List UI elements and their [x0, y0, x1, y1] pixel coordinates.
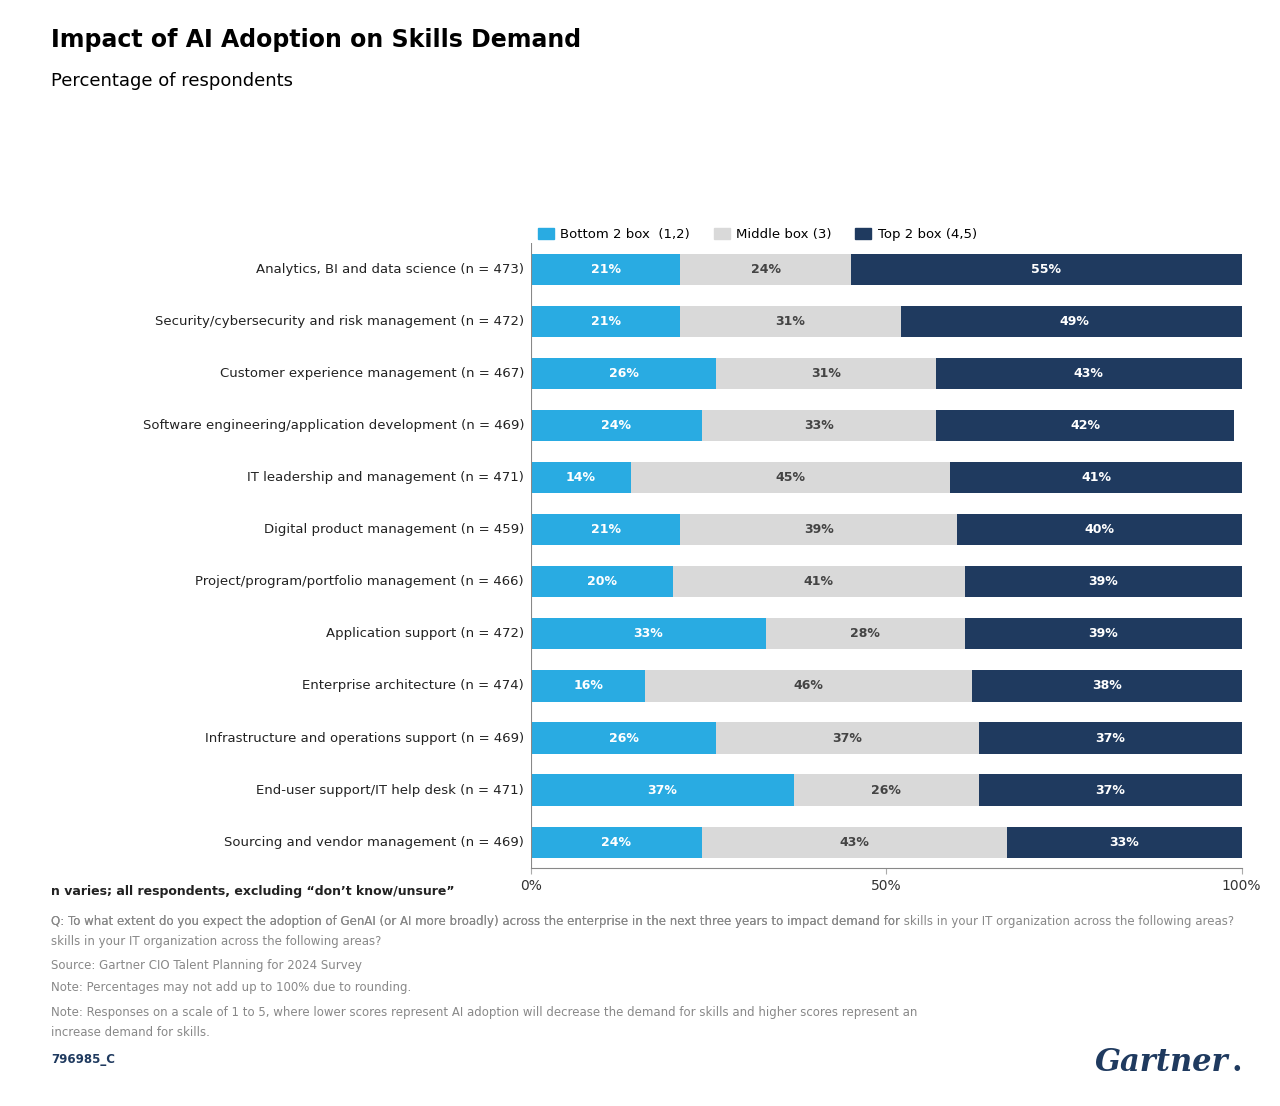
Bar	[531, 462, 631, 493]
Text: 37%: 37%	[1096, 731, 1125, 744]
Text: 28%: 28%	[850, 627, 881, 640]
Bar	[531, 774, 794, 805]
Bar	[965, 618, 1242, 649]
Bar	[531, 358, 716, 389]
Text: 33%: 33%	[1110, 836, 1139, 848]
Text: Impact of AI Adoption on Skills Demand: Impact of AI Adoption on Skills Demand	[51, 28, 581, 52]
Text: 26%: 26%	[872, 783, 901, 796]
Text: Sourcing and vendor management (n = 469): Sourcing and vendor management (n = 469)	[224, 836, 524, 848]
Bar	[531, 670, 645, 701]
Bar	[979, 722, 1242, 753]
Bar	[531, 826, 701, 858]
Text: 24%: 24%	[750, 263, 781, 275]
Bar	[794, 774, 979, 805]
Text: 21%: 21%	[591, 263, 621, 275]
Text: 38%: 38%	[1092, 679, 1121, 692]
Text: 39%: 39%	[1088, 575, 1117, 588]
Text: Gartner: Gartner	[1096, 1047, 1229, 1078]
Text: 24%: 24%	[602, 419, 631, 432]
Bar	[765, 618, 965, 649]
Bar	[531, 253, 681, 285]
Text: 41%: 41%	[1082, 471, 1111, 484]
Text: 55%: 55%	[1032, 263, 1061, 275]
Text: 43%: 43%	[840, 836, 869, 848]
Bar	[681, 514, 957, 545]
Bar	[1007, 826, 1242, 858]
Text: n varies; all respondents, excluding “don’t know/unsure”: n varies; all respondents, excluding “do…	[51, 885, 454, 898]
Text: Note: Responses on a scale of 1 to 5, where lower scores represent AI adoption w: Note: Responses on a scale of 1 to 5, wh…	[51, 1006, 918, 1020]
Text: 39%: 39%	[1088, 627, 1117, 640]
Text: Security/cybersecurity and risk management (n = 472): Security/cybersecurity and risk manageme…	[155, 315, 524, 328]
Text: 41%: 41%	[804, 575, 833, 588]
Text: increase demand for skills.: increase demand for skills.	[51, 1026, 210, 1040]
Bar	[716, 722, 979, 753]
Legend: Bottom 2 box  (1,2), Middle box (3), Top 2 box (4,5): Bottom 2 box (1,2), Middle box (3), Top …	[538, 228, 977, 241]
Text: Software engineering/application development (n = 469): Software engineering/application develop…	[142, 419, 524, 432]
Text: 31%: 31%	[776, 315, 805, 328]
Text: 21%: 21%	[591, 315, 621, 328]
Bar	[701, 410, 936, 441]
Text: 46%: 46%	[794, 679, 823, 692]
Bar	[531, 566, 673, 597]
Text: Application support (n = 472): Application support (n = 472)	[326, 627, 524, 640]
Bar	[531, 410, 701, 441]
Bar	[957, 514, 1242, 545]
Text: 24%: 24%	[602, 836, 631, 848]
Bar	[681, 305, 901, 337]
Text: IT leadership and management (n = 471): IT leadership and management (n = 471)	[247, 471, 524, 484]
Text: 45%: 45%	[776, 471, 805, 484]
Text: 40%: 40%	[1084, 523, 1115, 536]
Text: Infrastructure and operations support (n = 469): Infrastructure and operations support (n…	[205, 731, 524, 744]
Bar	[972, 670, 1242, 701]
Bar	[701, 826, 1007, 858]
Text: 796985_C: 796985_C	[51, 1053, 115, 1066]
Text: 37%: 37%	[832, 731, 863, 744]
Text: Note: Percentages may not add up to 100% due to rounding.: Note: Percentages may not add up to 100%…	[51, 981, 411, 994]
Text: 20%: 20%	[588, 575, 617, 588]
Bar	[965, 566, 1242, 597]
Text: Q: To what extent do you expect the adoption of GenAI (or AI more broadly) acros: Q: To what extent do you expect the adop…	[51, 915, 1234, 928]
Bar	[979, 774, 1242, 805]
Text: 49%: 49%	[1060, 315, 1089, 328]
Text: Analytics, BI and data science (n = 473): Analytics, BI and data science (n = 473)	[256, 263, 524, 275]
Text: 37%: 37%	[648, 783, 677, 796]
Bar	[936, 410, 1234, 441]
Text: 16%: 16%	[573, 679, 603, 692]
Bar	[531, 722, 716, 753]
Text: 14%: 14%	[566, 471, 596, 484]
Text: 26%: 26%	[608, 367, 639, 380]
Bar	[673, 566, 965, 597]
Text: Q: To what extent do you expect the adoption of GenAI (or AI more broadly) acros: Q: To what extent do you expect the adop…	[51, 915, 900, 928]
Bar	[531, 514, 681, 545]
Bar	[645, 670, 972, 701]
Text: 33%: 33%	[634, 627, 663, 640]
Text: 31%: 31%	[812, 367, 841, 380]
Bar	[936, 358, 1242, 389]
Text: Percentage of respondents: Percentage of respondents	[51, 72, 293, 90]
Bar	[531, 305, 681, 337]
Text: 26%: 26%	[608, 731, 639, 744]
Text: End-user support/IT help desk (n = 471): End-user support/IT help desk (n = 471)	[256, 783, 524, 796]
Text: skills in your IT organization across the following areas?: skills in your IT organization across th…	[51, 935, 381, 948]
Text: 43%: 43%	[1074, 367, 1103, 380]
Text: 21%: 21%	[591, 523, 621, 536]
Bar	[950, 462, 1242, 493]
Bar	[851, 253, 1242, 285]
Text: 42%: 42%	[1070, 419, 1101, 432]
Bar	[716, 358, 936, 389]
Text: Digital product management (n = 459): Digital product management (n = 459)	[264, 523, 524, 536]
Text: 39%: 39%	[804, 523, 833, 536]
Bar	[631, 462, 950, 493]
Text: 37%: 37%	[1096, 783, 1125, 796]
Text: Project/program/portfolio management (n = 466): Project/program/portfolio management (n …	[196, 575, 524, 588]
Text: 33%: 33%	[804, 419, 833, 432]
Bar	[681, 253, 851, 285]
Text: Customer experience management (n = 467): Customer experience management (n = 467)	[220, 367, 524, 380]
Text: Source: Gartner CIO Talent Planning for 2024 Survey: Source: Gartner CIO Talent Planning for …	[51, 959, 362, 972]
Bar	[901, 305, 1249, 337]
Text: Enterprise architecture (n = 474): Enterprise architecture (n = 474)	[302, 679, 524, 692]
Text: .: .	[1231, 1047, 1242, 1078]
Bar	[531, 618, 765, 649]
